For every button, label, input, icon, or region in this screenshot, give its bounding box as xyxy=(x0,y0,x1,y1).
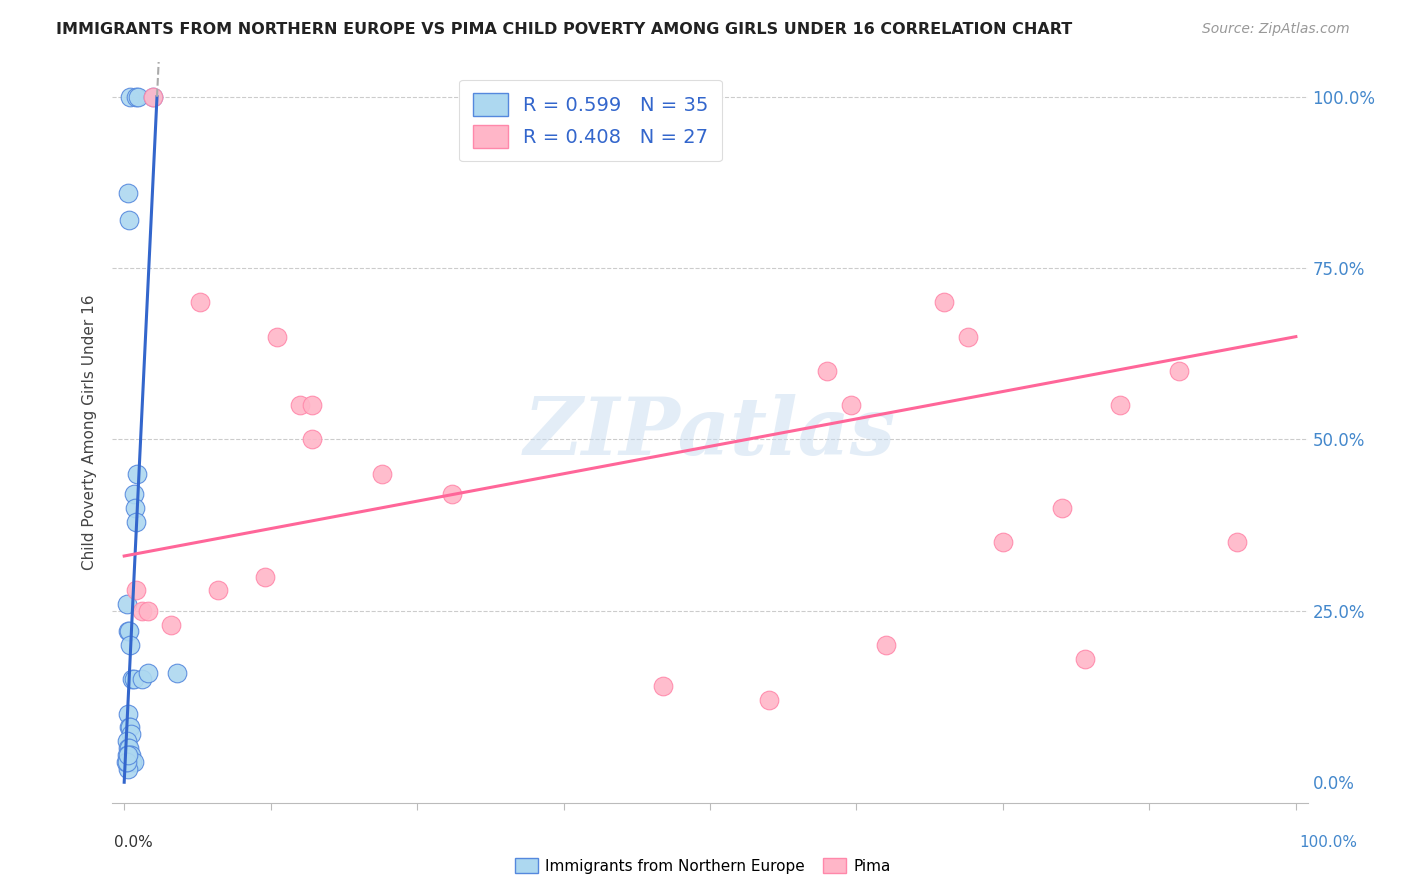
Point xyxy=(127,89,149,103)
Point xyxy=(125,583,148,598)
Point xyxy=(301,433,323,447)
Point xyxy=(120,747,141,762)
Point xyxy=(1050,501,1073,516)
Point xyxy=(875,638,897,652)
Point xyxy=(288,398,311,412)
Point xyxy=(118,624,141,639)
Point xyxy=(117,762,139,776)
Point xyxy=(122,487,145,501)
Point xyxy=(1226,535,1249,549)
Point xyxy=(118,741,141,756)
Point xyxy=(131,673,153,687)
Point xyxy=(120,727,142,741)
Point xyxy=(1167,364,1189,378)
Point xyxy=(1109,398,1132,412)
Y-axis label: Child Poverty Among Girls Under 16: Child Poverty Among Girls Under 16 xyxy=(82,295,97,570)
Point xyxy=(839,398,862,412)
Point xyxy=(120,89,141,103)
Point xyxy=(758,693,780,707)
Point xyxy=(117,706,139,721)
Point xyxy=(142,89,165,103)
Point xyxy=(160,617,183,632)
Point xyxy=(122,755,145,769)
Point xyxy=(934,295,956,310)
Point xyxy=(188,295,212,310)
Text: IMMIGRANTS FROM NORTHERN EUROPE VS PIMA CHILD POVERTY AMONG GIRLS UNDER 16 CORRE: IMMIGRANTS FROM NORTHERN EUROPE VS PIMA … xyxy=(56,22,1073,37)
Point xyxy=(441,487,464,501)
Text: Source: ZipAtlas.com: Source: ZipAtlas.com xyxy=(1202,22,1350,37)
Point xyxy=(125,89,148,103)
Point xyxy=(124,501,146,516)
Point xyxy=(117,624,139,639)
Point xyxy=(115,755,138,769)
Point xyxy=(115,734,138,748)
Point xyxy=(371,467,394,481)
Point xyxy=(1074,652,1097,666)
Point xyxy=(125,515,148,529)
Text: 100.0%: 100.0% xyxy=(1299,836,1358,850)
Point xyxy=(136,604,159,618)
Point xyxy=(117,186,139,200)
Text: ZIPatlas: ZIPatlas xyxy=(524,394,896,471)
Legend: Immigrants from Northern Europe, Pima: Immigrants from Northern Europe, Pima xyxy=(509,852,897,880)
Point xyxy=(120,747,142,762)
Point xyxy=(118,720,141,734)
Point xyxy=(121,755,143,769)
Point xyxy=(253,569,276,583)
Point xyxy=(118,213,141,227)
Point xyxy=(122,673,145,687)
Point xyxy=(142,89,165,103)
Point xyxy=(652,679,675,693)
Point xyxy=(127,467,149,481)
Point xyxy=(815,364,838,378)
Point xyxy=(115,747,138,762)
Point xyxy=(301,398,323,412)
Point xyxy=(115,755,138,769)
Legend: R = 0.599   N = 35, R = 0.408   N = 27: R = 0.599 N = 35, R = 0.408 N = 27 xyxy=(458,79,723,161)
Point xyxy=(121,673,143,687)
Point xyxy=(120,720,141,734)
Point xyxy=(117,747,139,762)
Point xyxy=(956,329,979,343)
Point xyxy=(166,665,188,680)
Point xyxy=(991,535,1014,549)
Text: 0.0%: 0.0% xyxy=(114,836,153,850)
Point xyxy=(115,597,138,611)
Point xyxy=(117,741,139,756)
Point xyxy=(207,583,229,598)
Point xyxy=(136,665,159,680)
Point xyxy=(266,329,288,343)
Point xyxy=(120,638,141,652)
Point xyxy=(131,604,153,618)
